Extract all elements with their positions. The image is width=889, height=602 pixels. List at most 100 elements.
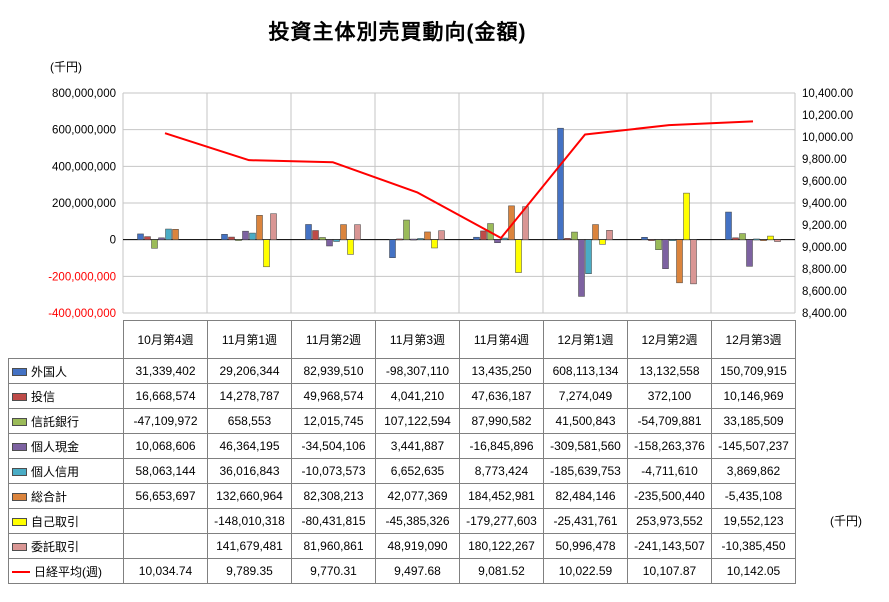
nikkei-line <box>164 120 754 240</box>
bar-個人現金 <box>242 230 249 240</box>
value-cell: 19,552,123 <box>711 508 796 534</box>
table-row: 総合計 56,653,697 132,660,964 82,308,213 42,077… <box>8 483 796 509</box>
value-cell: 58,063,144 <box>123 458 208 484</box>
value-cell: 41,500,843 <box>543 408 628 434</box>
left-axis-tick-label: -400,000,000 <box>48 308 116 320</box>
value-cell: -10,385,450 <box>711 533 796 559</box>
value-cell: 49,968,574 <box>291 383 376 409</box>
bar-個人信用 <box>501 237 508 240</box>
value-cell: 184,452,981 <box>459 483 544 509</box>
bar-個人現金 <box>326 239 333 247</box>
value-cell: 141,679,481 <box>207 533 292 559</box>
series-name-label: 信託銀行 <box>31 414 80 429</box>
bar-信託銀行 <box>739 233 746 240</box>
series-name-label: 個人現金 <box>31 439 80 454</box>
legend-swatch-icon <box>12 543 27 552</box>
bar-投信 <box>732 237 739 240</box>
bar-投信 <box>480 230 487 240</box>
bar-総合計 <box>592 224 599 240</box>
legend-line-icon <box>12 571 30 574</box>
value-cell: 9,789.35 <box>207 558 292 584</box>
value-cell: -25,431,761 <box>543 508 628 534</box>
right-axis-tick-label: 8,400.00 <box>802 308 847 320</box>
series-name-label: 総合計 <box>31 489 68 504</box>
value-cell: 82,939,510 <box>291 358 376 384</box>
week-header-cell: 11月第4週 <box>459 320 544 359</box>
bar-投信 <box>312 230 319 240</box>
bar-個人現金 <box>410 238 417 241</box>
legend-swatch-icon <box>12 368 27 377</box>
value-cell: -241,143,507 <box>627 533 712 559</box>
bar-自己取引 <box>347 239 354 255</box>
right-axis-tick-label: 9,400.00 <box>802 198 847 210</box>
bar-自己取引 <box>767 235 774 240</box>
bar-投信 <box>396 238 403 241</box>
value-cell: 33,185,509 <box>711 408 796 434</box>
bar-投信 <box>564 238 571 240</box>
table-row: 投信 16,668,574 14,278,787 49,968,574 4,041,21… <box>8 383 796 409</box>
value-cell: 48,919,090 <box>375 533 460 559</box>
value-cell: 132,660,964 <box>207 483 292 509</box>
value-cell: 6,652,635 <box>375 458 460 484</box>
series-name-label: 日経平均(週) <box>34 564 102 579</box>
right-axis-tick-label: 10,400.00 <box>802 88 853 100</box>
data-table: 10月第4週 11月第1週 11月第2週 11月第3週 11月第4週 12月第1週 12月第… <box>8 320 796 584</box>
right-axis-unit: (千円) <box>830 514 862 528</box>
week-header-cell: 12月第1週 <box>543 320 628 359</box>
bar-外国人 <box>725 211 732 240</box>
right-axis-tick-label: 9,800.00 <box>802 154 847 166</box>
week-header-cell: 11月第3週 <box>375 320 460 359</box>
right-axis-tick-label: 9,200.00 <box>802 220 847 232</box>
bar-外国人 <box>221 234 228 240</box>
bar-自己取引 <box>599 239 606 245</box>
bar-外国人 <box>557 127 564 240</box>
bar-総合計 <box>760 239 767 241</box>
week-header-cell: 12月第2週 <box>627 320 712 359</box>
legend-swatch-icon <box>12 418 27 427</box>
value-cell: -34,504,106 <box>291 433 376 459</box>
left-axis-tick-label: 600,000,000 <box>52 125 116 137</box>
value-cell: 10,107.87 <box>627 558 712 584</box>
legend-swatch-icon <box>12 518 27 527</box>
value-cell: -5,435,108 <box>711 483 796 509</box>
value-cell: 7,274,049 <box>543 383 628 409</box>
right-axis-tick-label: 9,600.00 <box>802 176 847 188</box>
bar-個人信用 <box>753 238 760 241</box>
left-axis-tick-label: 200,000,000 <box>52 198 116 210</box>
bar-総合計 <box>424 231 431 240</box>
value-cell: -145,507,237 <box>711 433 796 459</box>
value-cell: 82,308,213 <box>291 483 376 509</box>
right-axis-tick-label: 8,800.00 <box>802 264 847 276</box>
value-cell: 10,146,969 <box>711 383 796 409</box>
value-cell: -45,385,326 <box>375 508 460 534</box>
value-cell: 10,068,606 <box>123 433 208 459</box>
chart-title: 投資主体別売買動向(金額) <box>268 21 527 44</box>
left-axis-tick-label: 800,000,000 <box>52 88 116 100</box>
value-cell <box>123 533 208 559</box>
table-corner-cell <box>9 321 124 359</box>
value-cell: -16,845,896 <box>459 433 544 459</box>
bar-信託銀行 <box>151 239 158 249</box>
table-row: 個人現金 10,068,606 46,364,195 -34,504,106 3,441… <box>8 433 796 459</box>
series-name-cell: 信託銀行 <box>8 408 124 434</box>
week-header-cell: 12月第3週 <box>711 320 796 359</box>
bar-投信 <box>144 236 151 240</box>
series-name-cell: 総合計 <box>8 483 124 509</box>
week-header-cell: 11月第2週 <box>291 320 376 359</box>
value-cell: 3,441,887 <box>375 433 460 459</box>
bar-個人信用 <box>249 232 256 240</box>
bar-委託取引 <box>354 224 361 240</box>
right-axis-tick-label: 10,200.00 <box>802 110 853 122</box>
value-cell: 56,653,697 <box>123 483 208 509</box>
table-row: 委託取引 141,679,481 81,960,861 48,919,090 180,1… <box>8 533 796 559</box>
value-cell: -54,709,881 <box>627 408 712 434</box>
value-cell: 150,709,915 <box>711 358 796 384</box>
series-name-label: 投信 <box>31 389 56 404</box>
bar-信託銀行 <box>571 231 578 240</box>
value-cell: 29,206,344 <box>207 358 292 384</box>
series-name-cell: 個人信用 <box>8 458 124 484</box>
table-row: 自己取引 -148,010,318 -80,431,815 -45,385,326 -1… <box>8 508 796 534</box>
value-cell: 87,990,582 <box>459 408 544 434</box>
value-cell: -179,277,603 <box>459 508 544 534</box>
